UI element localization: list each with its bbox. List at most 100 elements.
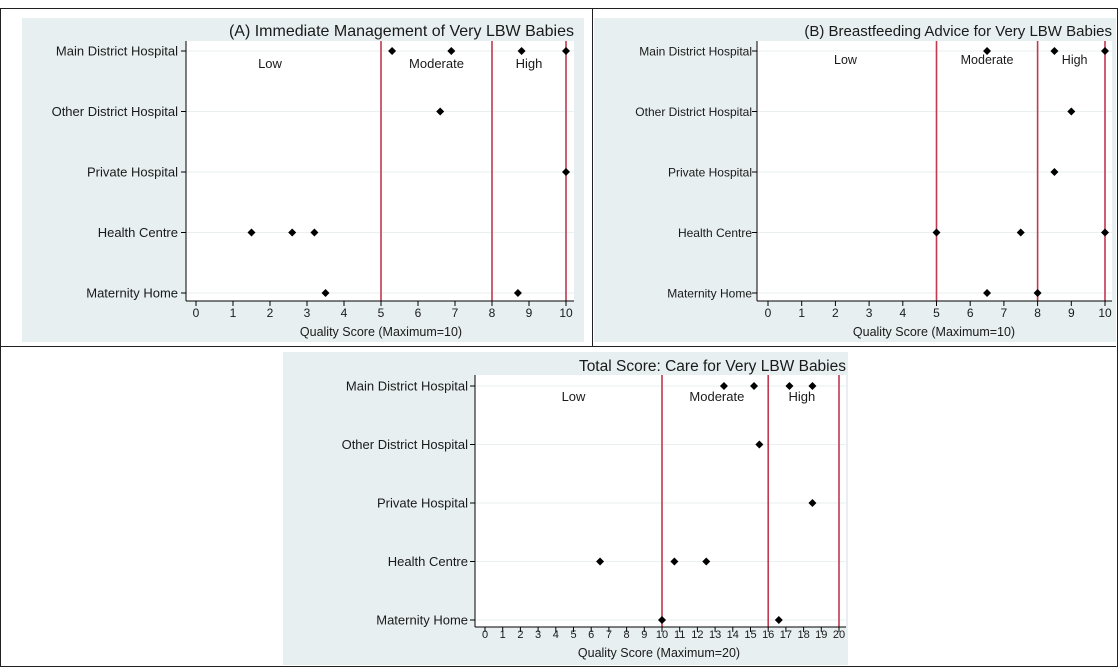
x-tick-label: 0: [765, 306, 772, 320]
x-tick-label: 8: [1034, 306, 1041, 320]
data-point: [562, 168, 570, 176]
data-point: [1101, 47, 1109, 55]
x-tick-label: 7: [1001, 306, 1008, 320]
data-point: [1033, 289, 1042, 297]
x-tick-label: 7: [606, 629, 612, 641]
data-point: [983, 289, 992, 297]
x-tick-label: 19: [815, 629, 827, 641]
plot-area: [475, 375, 846, 627]
band-label-high: High: [1062, 53, 1088, 67]
x-axis-label: Quality Score (Maximum=20): [578, 646, 740, 660]
x-axis-label: Quality Score (Maximum=10): [853, 325, 1015, 339]
x-tick-label: 0: [193, 306, 200, 320]
x-tick-label: 1: [798, 306, 805, 320]
data-point: [702, 557, 711, 566]
band-label-moderate: Moderate: [409, 56, 464, 71]
x-tick-label: 7: [452, 306, 459, 320]
data-point: [1016, 228, 1025, 237]
x-axis-label: Quality Score (Maximum=10): [300, 325, 462, 339]
x-tick-label: 4: [899, 306, 906, 320]
x-tick-label: 17: [780, 629, 792, 641]
data-point: [388, 47, 397, 55]
data-point: [1050, 168, 1059, 176]
y-tick-label: Other District Hospital: [635, 105, 752, 119]
chart-total: Total Score: Care for Very LBW Babies Mai…: [342, 358, 847, 660]
x-tick-label: 1: [230, 306, 237, 320]
y-tick-label: Health Centre: [388, 554, 468, 569]
band-label-moderate: Moderate: [689, 389, 744, 404]
data-point: [1101, 228, 1109, 237]
data-point: [983, 47, 992, 55]
y-tick-label: Maternity Home: [86, 286, 178, 301]
data-point: [321, 289, 330, 297]
data-point: [1050, 47, 1059, 55]
y-tick-label: Maternity Home: [376, 613, 468, 628]
data-point: [670, 557, 679, 566]
y-tick-label: Maternity Home: [667, 287, 752, 301]
x-tick-label: 0: [482, 629, 488, 641]
x-tick-label: 9: [1068, 306, 1075, 320]
data-point: [562, 47, 570, 55]
y-tick-label: Private Hospital: [377, 496, 468, 511]
x-tick-label: 12: [691, 629, 703, 641]
x-tick-label: 5: [570, 629, 576, 641]
y-tick-label: Main District Hospital: [56, 44, 178, 59]
x-tick-label: 8: [624, 629, 630, 641]
chart-b: (B) Breastfeeding Advice for Very LBW Ba…: [635, 23, 1112, 339]
data-point: [513, 289, 522, 297]
x-tick-label: 1: [500, 629, 506, 641]
x-tick-label: 14: [727, 629, 739, 641]
data-point: [288, 228, 297, 237]
y-tick-label: Health Centre: [678, 226, 752, 240]
band-label-low: Low: [258, 56, 282, 71]
x-tick-label: 2: [832, 306, 839, 320]
x-tick-label: 3: [866, 306, 873, 320]
data-point: [932, 228, 941, 237]
data-point: [310, 228, 319, 237]
chart-title: Total Score: Care for Very LBW Babies: [579, 358, 846, 375]
x-tick-label: 2: [267, 306, 274, 320]
x-tick-label: 18: [797, 629, 809, 641]
x-tick-label: 9: [526, 306, 533, 320]
data-point: [719, 382, 728, 390]
data-point: [808, 382, 817, 390]
data-point: [750, 382, 759, 390]
x-tick-label: 6: [588, 629, 594, 641]
chart-a: (A) Immediate Management of Very LBW Bab…: [52, 23, 574, 339]
data-point: [1067, 107, 1076, 116]
y-tick-label: Private Hospital: [87, 165, 178, 180]
x-tick-label: 3: [304, 306, 311, 320]
band-label-low: Low: [562, 389, 586, 404]
data-point: [755, 440, 764, 449]
x-tick-label: 10: [559, 306, 573, 320]
x-tick-label: 2: [517, 629, 523, 641]
x-tick-label: 8: [489, 306, 496, 320]
band-label-moderate: Moderate: [961, 53, 1014, 67]
data-point: [517, 47, 526, 55]
data-point: [436, 107, 445, 116]
band-label-low: Low: [834, 53, 858, 67]
data-point: [774, 616, 783, 624]
x-tick-label: 10: [656, 629, 668, 641]
chart-title: (B) Breastfeeding Advice for Very LBW Ba…: [804, 23, 1112, 40]
x-tick-label: 11: [674, 629, 685, 641]
data-point: [596, 557, 605, 566]
x-tick-label: 4: [553, 629, 559, 641]
chart-title: (A) Immediate Management of Very LBW Bab…: [229, 23, 574, 40]
x-tick-label: 5: [933, 306, 940, 320]
y-tick-label: Other District Hospital: [342, 437, 469, 452]
band-label-high: High: [788, 389, 815, 404]
data-point: [247, 228, 256, 237]
x-tick-label: 4: [341, 306, 348, 320]
x-tick-label: 3: [535, 629, 541, 641]
x-tick-label: 9: [641, 629, 647, 641]
data-point: [658, 616, 666, 624]
data-point: [785, 382, 794, 390]
x-tick-label: 20: [833, 629, 845, 641]
x-tick-label: 10: [1098, 306, 1112, 320]
data-point: [447, 47, 456, 55]
y-tick-label: Main District Hospital: [639, 45, 752, 59]
y-tick-label: Main District Hospital: [346, 379, 468, 394]
x-tick-label: 6: [967, 306, 974, 320]
plot-area: [186, 41, 574, 301]
